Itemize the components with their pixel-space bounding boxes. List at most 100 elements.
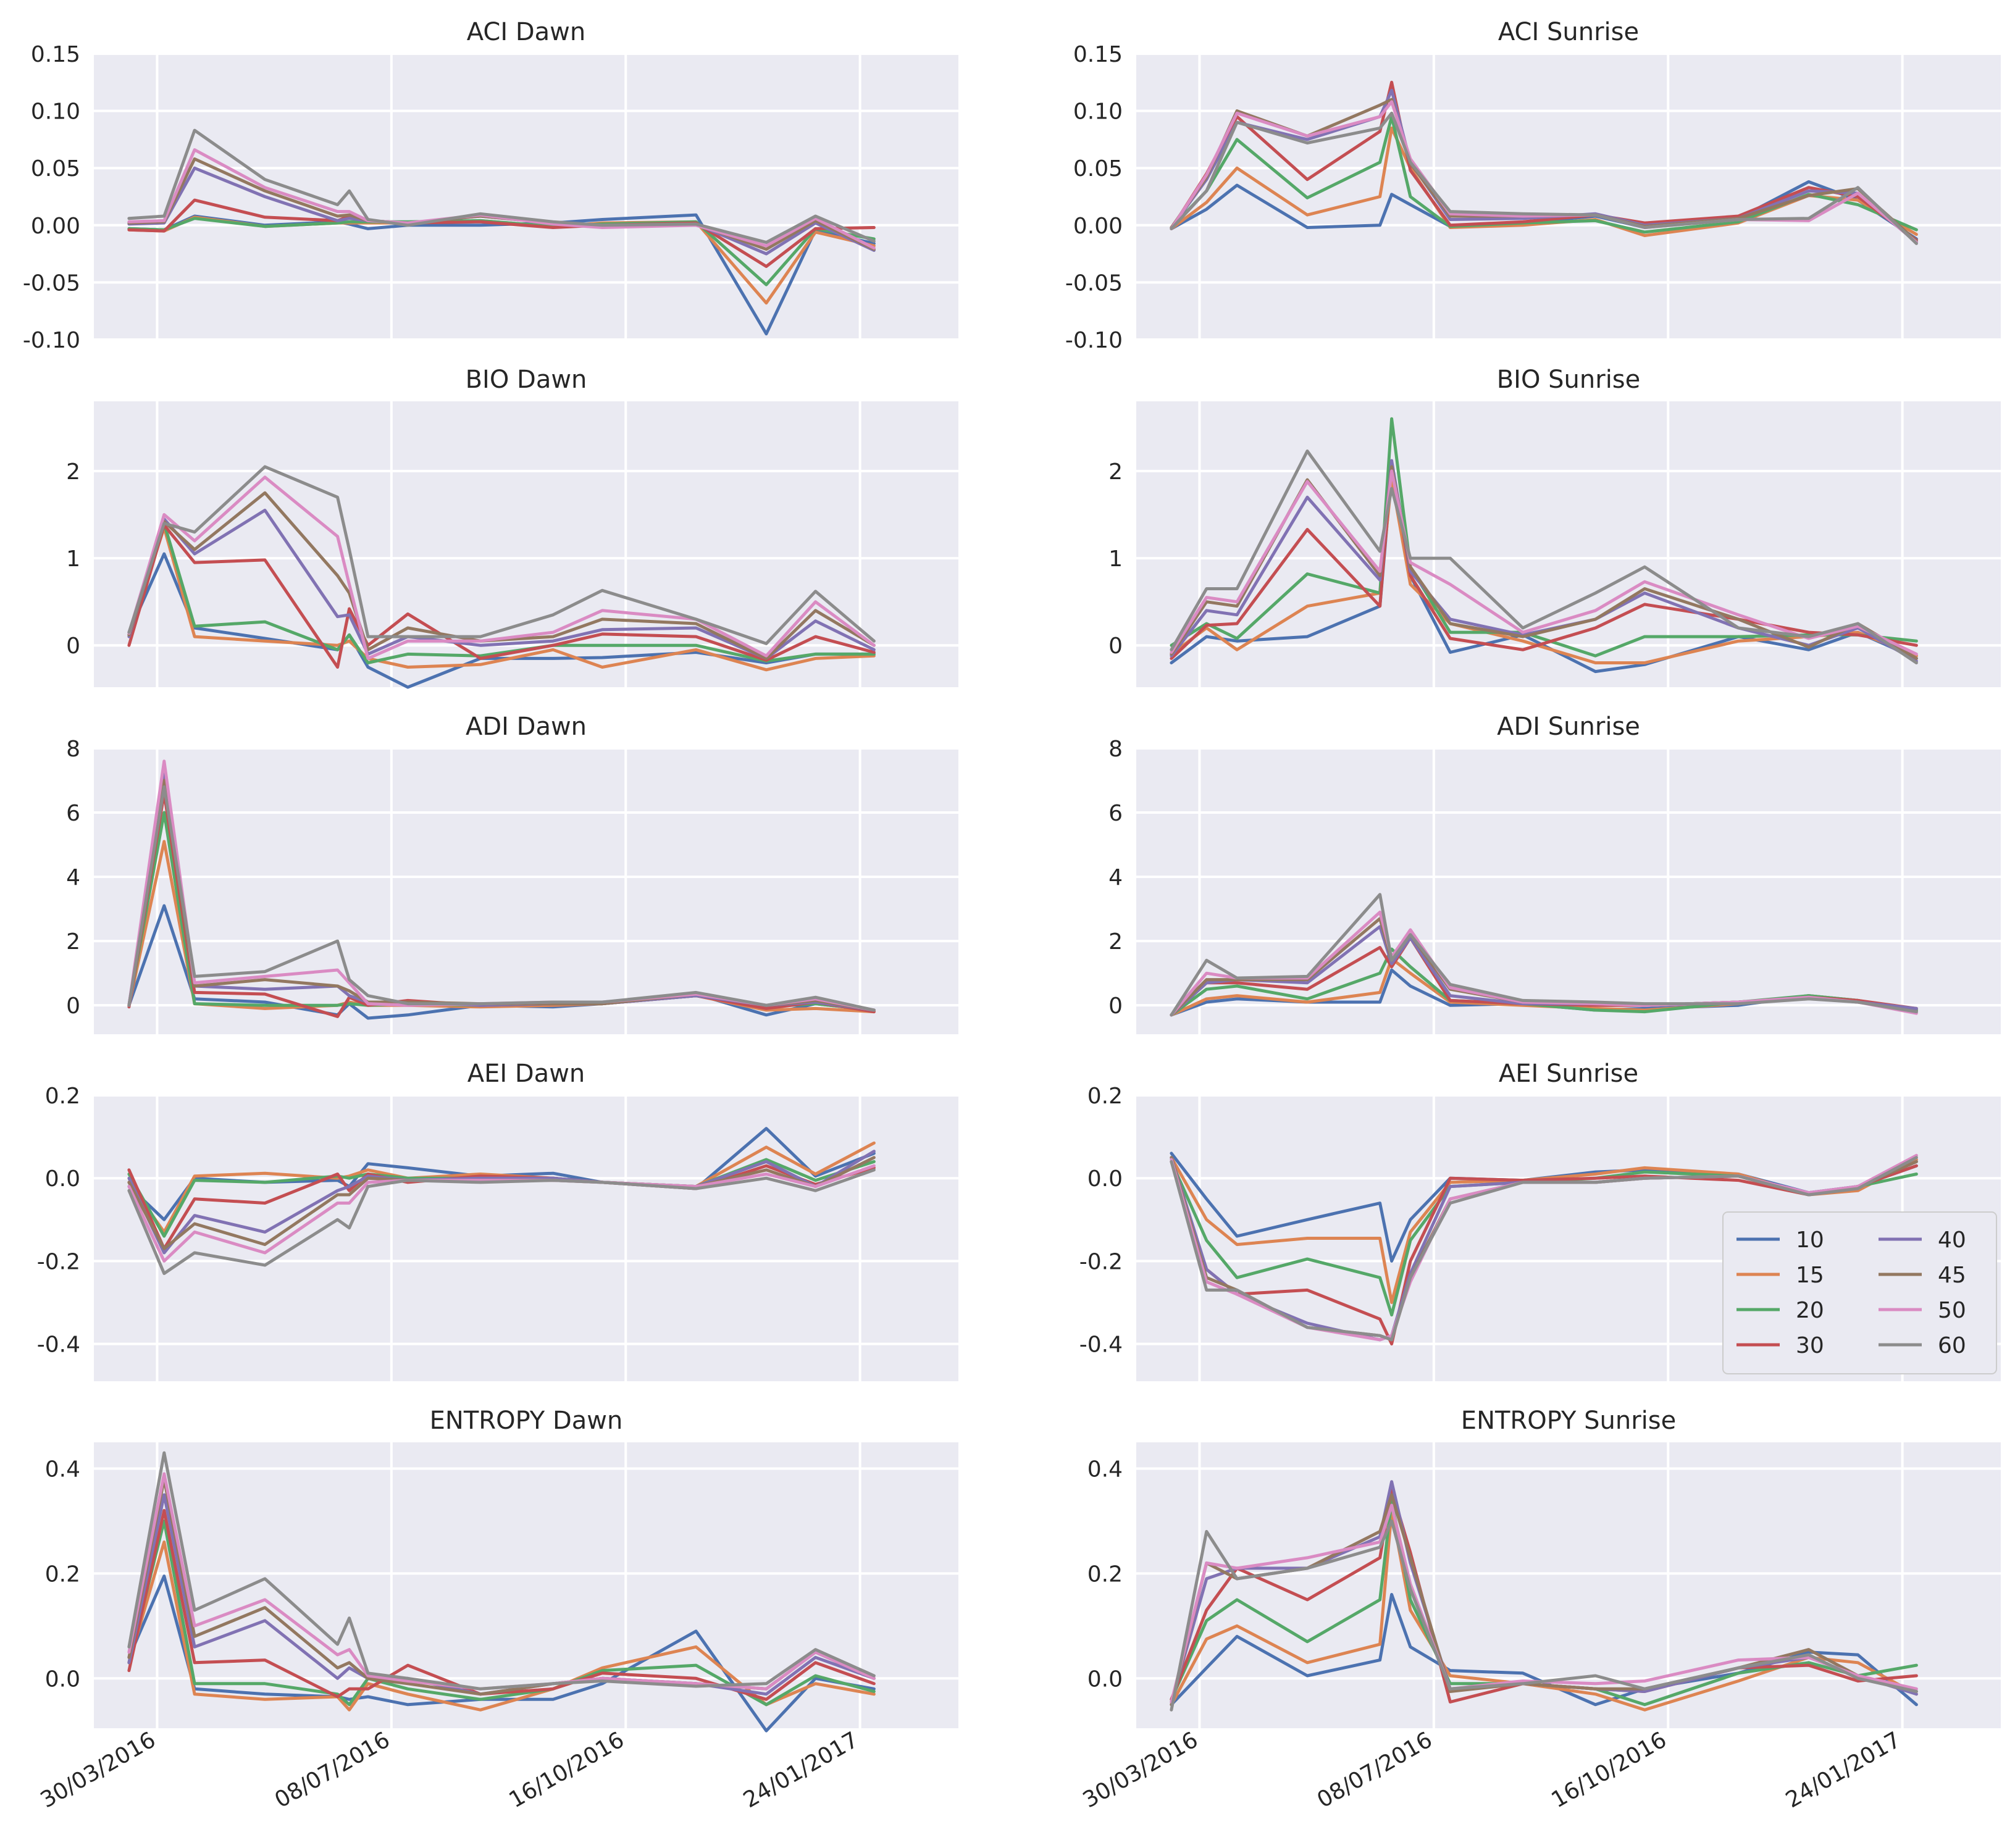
bio-sunrise-series-40 (1170, 459, 1918, 663)
bio-sunrise-series-30 (1170, 461, 1918, 660)
entropy-sunrise-ytick-label: 0.0 (1087, 1666, 1123, 1692)
adi-dawn-series-10 (127, 904, 876, 1020)
aci-sunrise-subplot: -0.10 -0.05 0.00 0.05 0.10 0.15 ACI Sunrise (1065, 18, 2001, 353)
adi-sunrise-ytick-label: 2 (1108, 929, 1123, 955)
x-tick-label: 08/07/2016 (1313, 1727, 1436, 1813)
aei-dawn-series-30 (127, 1164, 876, 1250)
entropy-sunrise-subplot: 0.0 0.2 0.4 ENTROPY Sunrise 30/03/2016 08/07/… (1079, 1407, 2001, 1813)
entropy-dawn-ytick-label: 0.0 (45, 1666, 80, 1692)
aci-dawn-ytick-label: -0.10 (23, 328, 80, 353)
entropy-sunrise-series-60 (1170, 1519, 1918, 1712)
adi-sunrise-series-60 (1170, 893, 1918, 1017)
adi-dawn-series-60 (127, 785, 876, 1012)
bio-sunrise-series-10 (1170, 469, 1918, 674)
bio-sunrise-subplot: 0 1 2 BIO Sunrise (1108, 366, 2001, 687)
bio-dawn-ytick-label: 1 (66, 546, 80, 572)
adi-dawn-ytick-label: 4 (66, 865, 80, 890)
aci-dawn-subplot: -0.10 -0.05 0.00 0.05 0.10 0.15 ACI Dawn (23, 18, 958, 353)
aci-dawn-title: ACI Dawn (467, 18, 585, 46)
x-tick-label: 24/01/2017 (739, 1727, 863, 1813)
bio-sunrise-series-20 (1170, 417, 1918, 658)
bio-dawn-series-20 (127, 522, 876, 664)
aei-dawn-title: AEI Dawn (467, 1060, 585, 1088)
aci-sunrise-ytick-label: 0.05 (1073, 156, 1123, 182)
aei-sunrise-series-60 (1170, 1156, 1918, 1342)
legend-label-10: 10 (1796, 1227, 1824, 1253)
bio-sunrise-series-50 (1170, 469, 1918, 656)
adi-sunrise-ytick-label: 0 (1108, 993, 1123, 1019)
aei-dawn-plot-area (94, 1095, 958, 1381)
bio-dawn-series-15 (127, 526, 876, 672)
bio-dawn-series-45 (127, 491, 876, 660)
entropy-sunrise-ytick-label: 0.2 (1087, 1562, 1123, 1587)
entropy-dawn-subplot: 0.0 0.2 0.4 ENTROPY Dawn 30/03/2016 08/07/201… (36, 1407, 958, 1813)
bio-dawn-subplot: 0 1 2 BIO Dawn (66, 366, 958, 689)
aci-sunrise-series-60 (1170, 111, 1918, 245)
entropy-dawn-series-30 (127, 1508, 876, 1701)
adi-dawn-ytick-label: 2 (66, 929, 80, 955)
aei-dawn-subplot: -0.4 -0.2 0.0 0.2 AEI Dawn (37, 1060, 958, 1381)
aei-dawn-ytick-label: -0.4 (37, 1332, 80, 1358)
legend-label-60: 60 (1938, 1333, 1966, 1358)
aei-dawn-series-60 (127, 1168, 876, 1275)
aei-dawn-ytick-label: 0.2 (45, 1084, 80, 1109)
legend-label-30: 30 (1796, 1333, 1824, 1358)
aci-sunrise-title: ACI Sunrise (1498, 18, 1639, 46)
x-tick-label: 24/01/2017 (1782, 1727, 1905, 1813)
bio-sunrise-ytick-label: 1 (1108, 546, 1123, 572)
bio-sunrise-series-60 (1170, 449, 1918, 664)
legend-label-15: 15 (1796, 1263, 1824, 1288)
aci-dawn-series-50 (127, 148, 876, 250)
legend-label-40: 40 (1938, 1227, 1966, 1253)
adi-dawn-title: ADI Dawn (466, 713, 587, 741)
entropy-dawn-series-60 (127, 1451, 876, 1691)
aci-dawn-plot-area (94, 54, 958, 340)
legend: 10 15 20 30 40 45 50 60 (1722, 1211, 1997, 1374)
bio-dawn-series-50 (127, 475, 876, 660)
x-tick-label: 30/03/2016 (1079, 1727, 1202, 1813)
entropy-dawn-title: ENTROPY Dawn (430, 1407, 623, 1435)
x-tick-label: 08/07/2016 (270, 1727, 394, 1813)
aci-dawn-ytick-label: -0.05 (23, 270, 80, 296)
adi-sunrise-ytick-label: 6 (1108, 801, 1123, 826)
entropy-dawn-ytick-label: 0.4 (45, 1457, 80, 1482)
entropy-sunrise-plot-area (1136, 1442, 2001, 1728)
bio-dawn-series-10 (127, 552, 876, 689)
bio-sunrise-ytick-label: 0 (1108, 633, 1123, 659)
legend-label-20: 20 (1796, 1298, 1824, 1323)
x-tick-label: 30/03/2016 (36, 1727, 160, 1813)
legend-label-45: 45 (1938, 1263, 1966, 1288)
bio-dawn-series-60 (127, 465, 876, 645)
aci-sunrise-plot-area (1136, 54, 2001, 340)
aei-sunrise-ytick-label: -0.4 (1079, 1332, 1123, 1358)
adi-sunrise-ytick-label: 8 (1108, 737, 1123, 762)
aci-sunrise-ytick-label: 0.00 (1073, 214, 1123, 239)
bio-dawn-series-30 (127, 523, 876, 669)
adi-sunrise-ytick-label: 4 (1108, 865, 1123, 890)
aci-sunrise-series-30 (1170, 80, 1918, 242)
aci-dawn-ytick-label: 0.10 (31, 99, 80, 125)
entropy-dawn-series-10 (127, 1574, 876, 1733)
legend-label-50: 50 (1938, 1298, 1966, 1323)
adi-dawn-ytick-label: 0 (66, 993, 80, 1019)
bio-sunrise-ytick-label: 2 (1108, 459, 1123, 485)
aci-dawn-ytick-label: 0.05 (31, 156, 80, 182)
aci-dawn-ytick-label: 0.15 (31, 42, 80, 67)
adi-dawn-plot-area (94, 748, 958, 1034)
x-tick-label: 16/10/2016 (505, 1727, 629, 1813)
legend-frame (1722, 1211, 1997, 1374)
aei-sunrise-ytick-label: 0.0 (1087, 1166, 1123, 1192)
aei-sunrise-ytick-label: -0.2 (1079, 1249, 1123, 1274)
aci-sunrise-ytick-label: -0.05 (1065, 270, 1123, 296)
entropy-dawn-ytick-label: 0.2 (45, 1562, 80, 1587)
bio-sunrise-title: BIO Sunrise (1497, 366, 1641, 394)
bio-dawn-ytick-label: 0 (66, 633, 80, 659)
aci-dawn-ytick-label: 0.00 (31, 214, 80, 239)
adi-sunrise-title: ADI Sunrise (1497, 713, 1640, 741)
entropy-dawn-series-50 (127, 1472, 876, 1691)
adi-dawn-series-30 (127, 792, 876, 1018)
aei-dawn-ytick-label: -0.2 (37, 1249, 80, 1274)
adi-dawn-ytick-label: 6 (66, 801, 80, 826)
aci-sunrise-ytick-label: 0.10 (1073, 99, 1123, 125)
